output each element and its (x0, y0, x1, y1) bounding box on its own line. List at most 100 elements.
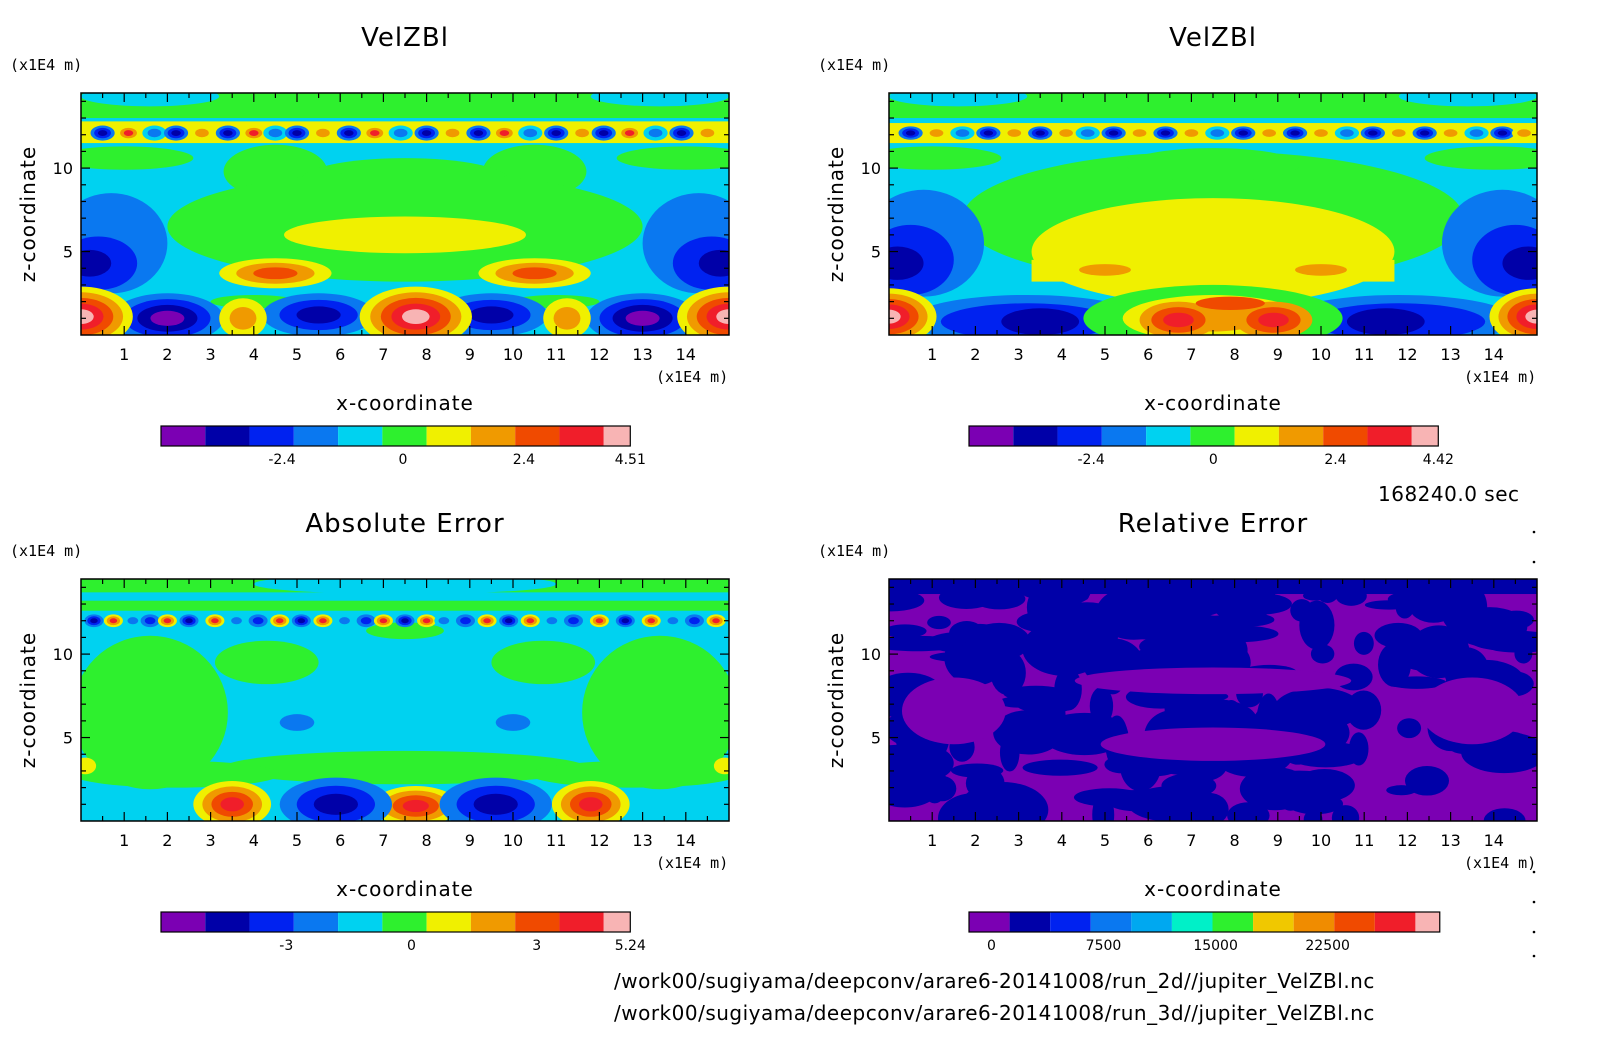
x-tick-label: 13 (1440, 345, 1460, 364)
colorbar-segment (1411, 426, 1439, 446)
contour-cell (1104, 755, 1141, 774)
contour-cell (1424, 146, 1537, 170)
contour-cell (1069, 640, 1089, 651)
contour-cell (938, 792, 1014, 821)
colorbar-segment (603, 912, 631, 932)
y-tick-label: 10 (53, 159, 73, 178)
x-tick-label: 11 (546, 345, 566, 364)
x-tick-label: 3 (1014, 345, 1024, 364)
colorbar-tick-label: 4.42 (1423, 452, 1454, 468)
x-tick-label: 14 (676, 831, 696, 850)
contour-cell (1254, 770, 1343, 806)
contour-cell (504, 618, 513, 624)
contour-cell (553, 306, 581, 330)
x-tick-label: 14 (1484, 345, 1504, 364)
contour-cell (1108, 130, 1119, 136)
x-tick-label: 8 (422, 345, 432, 364)
contour-cell (889, 93, 1028, 107)
colorbar-segment (249, 912, 294, 932)
contour-cell (526, 618, 535, 624)
contour-cell (81, 249, 112, 277)
contour-cell (1258, 312, 1289, 328)
contour-cell (1161, 773, 1217, 798)
contour-cell (150, 310, 185, 326)
contour-cell (339, 617, 350, 625)
contour-cell (530, 760, 729, 788)
y-tick-label: 5 (871, 243, 881, 262)
x-tick-label: 6 (1143, 345, 1153, 364)
x-tick-label: 8 (1230, 345, 1240, 364)
colorbar-segment (1146, 426, 1191, 446)
contour-cell (901, 677, 1006, 745)
contour-region (81, 600, 729, 611)
colorbar-segment (515, 426, 560, 446)
contour-field (889, 93, 1537, 335)
contour-cell (109, 618, 118, 624)
y-tick-label: 10 (53, 645, 73, 664)
contour-cell (1303, 809, 1323, 821)
x-tick-label: 3 (206, 831, 216, 850)
x-unit-label: (x1E4 m) (656, 368, 728, 386)
colorbar-segment (1323, 426, 1368, 446)
contour-cell (983, 130, 994, 136)
colorbar-segment (1367, 426, 1412, 446)
timestamp-label: 168240.0 sec (1378, 482, 1520, 506)
contour-cell (1210, 129, 1225, 137)
contour-cell (1079, 264, 1131, 276)
contour-cell (1089, 686, 1114, 726)
contour-cell (922, 765, 948, 804)
x-tick-label: 2 (162, 831, 172, 850)
colorbar-tick-label: 2.4 (513, 452, 535, 468)
colorbar-tick-label: 3 (532, 938, 541, 954)
colorbar-segment (338, 912, 383, 932)
contour-cell (1184, 129, 1199, 137)
x-axis-label: x-coordinate (1144, 877, 1282, 901)
x-tick-label: 4 (249, 831, 259, 850)
x-tick-label: 3 (206, 345, 216, 364)
contour-cell (297, 618, 306, 624)
colorbar-segment (1050, 912, 1091, 932)
contour-cell (1160, 130, 1171, 136)
x-tick-label: 12 (1397, 831, 1417, 850)
colorbar-segment (1212, 912, 1254, 932)
contour-cell (279, 714, 315, 731)
contour-cell (616, 146, 729, 170)
x-tick-label: 10 (503, 831, 523, 850)
colorbar-segment (969, 426, 1014, 446)
x-tick-label: 1 (119, 831, 129, 850)
contour-cell (1022, 759, 1098, 776)
contour-cell (319, 618, 327, 624)
contour-cell (598, 130, 609, 137)
contour-cell (81, 635, 228, 790)
colorbar-segment (1374, 912, 1416, 932)
x-tick-label: 8 (1230, 831, 1240, 850)
contour-cell (402, 799, 429, 813)
x-tick-label: 5 (1100, 345, 1110, 364)
x-tick-label: 11 (546, 831, 566, 850)
contour-cell (249, 130, 259, 137)
contour-cell (1335, 585, 1367, 606)
contour-cell (499, 130, 510, 137)
colorbar-segment (969, 912, 1010, 932)
contour-cell (97, 130, 108, 137)
contour-cell (360, 617, 372, 625)
colorbar-tick-label: -3 (279, 938, 293, 954)
margin-dot (1532, 954, 1536, 958)
y-tick-label: 5 (63, 243, 73, 262)
contour-cell (1525, 309, 1537, 324)
contour-cell (546, 617, 558, 625)
contour-cell (1398, 93, 1537, 107)
colorbar-segment (161, 912, 206, 932)
contour-cell (401, 618, 409, 624)
contour-cell (292, 130, 302, 137)
x-tick-label: 9 (465, 345, 475, 364)
contour-cell (275, 618, 284, 624)
margin-dot (1532, 560, 1536, 564)
contour-cell (1154, 619, 1207, 634)
colorbar-tick-label: 7500 (1086, 938, 1122, 954)
contour-cell (1340, 129, 1354, 137)
contour-field (81, 579, 729, 821)
colorbar-segment (603, 426, 631, 446)
contour-cell (491, 640, 596, 685)
